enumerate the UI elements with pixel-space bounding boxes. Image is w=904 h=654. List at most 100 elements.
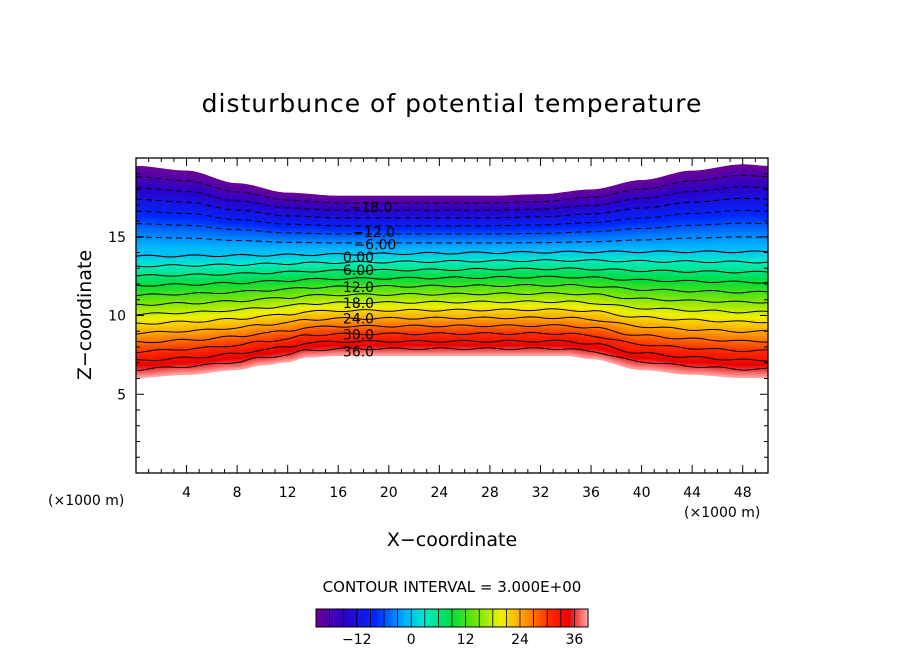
colorbar-segment (461, 609, 464, 627)
colorbar-segment (554, 609, 557, 627)
contour-line-negative (136, 174, 768, 204)
y-axis-unit: (×1000 m) (48, 493, 124, 509)
colorbar-segment (442, 609, 446, 627)
colorbar-segment (345, 609, 349, 627)
colorbar-segment (572, 609, 575, 627)
contour-label: 6.00 (343, 263, 374, 279)
contour-line (136, 339, 768, 362)
colorbar-segment (438, 609, 441, 627)
colorbar-segment (560, 609, 564, 627)
colorbar-segment (470, 609, 473, 627)
contour-interval-label: CONTOUR INTERVAL = 3.000E+00 (323, 578, 582, 596)
colorbar-segment (463, 609, 466, 627)
contour-line (136, 250, 768, 258)
x-tick-label: 36 (582, 485, 600, 501)
contour-line-negative (136, 222, 768, 235)
colorbar-segment (440, 609, 444, 627)
colorbar-segment (402, 609, 405, 627)
y-axis-ticks: 5 10 15 (108, 173, 768, 458)
colorbar-segment (481, 609, 485, 627)
colorbar-segment (404, 609, 407, 627)
colorbar-segment (418, 609, 421, 627)
colorbar-segment (399, 609, 403, 627)
colorbar-segment (508, 609, 512, 627)
colorbar-segment (422, 609, 426, 627)
x-tick-label: 44 (683, 485, 701, 501)
colorbar-segment (316, 609, 319, 627)
colorbar-segment (497, 609, 500, 627)
colorbar-segment (363, 609, 367, 627)
colorbar-segment (397, 609, 401, 627)
colorbar-segment (452, 609, 455, 627)
colorbar-segment (415, 609, 419, 627)
x-tick-label: 40 (633, 485, 651, 501)
colorbar-segment (581, 609, 584, 627)
colorbar-segment (370, 609, 373, 627)
colorbar-segment (549, 609, 553, 627)
colorbar-segment (352, 609, 355, 627)
colorbar-segment (486, 609, 489, 627)
colorbar-segment (472, 609, 475, 627)
colorbar-segment (490, 609, 494, 627)
colorbar-segment (576, 609, 580, 627)
colorbar-segment (531, 609, 534, 627)
colorbar-segment (431, 609, 435, 627)
colorbar-segment (483, 609, 487, 627)
colorbar-segment (520, 609, 523, 627)
colorbar-segment (406, 609, 410, 627)
colorbar-tick-label: 12 (457, 632, 475, 648)
colorbar-segment (492, 609, 496, 627)
colorbar-segment (476, 609, 480, 627)
colorbar-segment (390, 609, 394, 627)
colorbar-segment (413, 609, 417, 627)
colorbar-segment (408, 609, 412, 627)
x-tick-label: 20 (380, 485, 398, 501)
colorbar-segment (474, 609, 478, 627)
colorbar-segment (427, 609, 430, 627)
colorbar-segment (567, 609, 571, 627)
contour-line (136, 275, 768, 287)
colorbar-segment (556, 609, 559, 627)
contour-line (136, 308, 768, 325)
colorbar-segment (563, 609, 566, 627)
colorbar-segment (535, 609, 539, 627)
colorbar-segment (320, 609, 324, 627)
colorbar-segment (331, 609, 335, 627)
y-tick-label: 10 (108, 309, 126, 325)
contour-line (136, 347, 768, 371)
colorbar-segment (449, 609, 453, 627)
x-tick-label: 16 (329, 485, 347, 501)
colorbar-segment (347, 609, 351, 627)
colorbar-segment (538, 609, 541, 627)
colorbar-segment (318, 609, 321, 627)
colorbar-segment (495, 609, 498, 627)
colorbar-segment (447, 609, 451, 627)
colorbar-segment (436, 609, 439, 627)
colorbar-segment (381, 609, 385, 627)
colorbar-tick-label: 0 (407, 632, 416, 648)
colorbar-segment (540, 609, 543, 627)
x-tick-label: 24 (430, 485, 448, 501)
colorbar-segment (336, 609, 339, 627)
colorbar-tick-labels: −12 0 12 24 36 (342, 632, 583, 648)
colorbar-segment (569, 609, 573, 627)
colorbar-frame (315, 608, 589, 628)
contour-line (136, 292, 768, 306)
colorbar-segment (454, 609, 457, 627)
colorbar-segment (517, 609, 521, 627)
colorbar-segment (467, 609, 471, 627)
x-tick-label: 8 (233, 485, 242, 501)
colorbar-segment (524, 609, 528, 627)
colorbar-segment (529, 609, 532, 627)
colorbar-segment (551, 609, 555, 627)
colorbar-segment (374, 609, 378, 627)
colorbar-segment (393, 609, 396, 627)
colorbar-segment (340, 609, 344, 627)
contour-line (136, 332, 768, 354)
colorbar-segment (542, 609, 546, 627)
x-axis-unit: (×1000 m) (684, 505, 760, 521)
colorbar-segment (384, 609, 387, 627)
colorbar-segment (361, 609, 364, 627)
colorbar-segment (547, 609, 550, 627)
